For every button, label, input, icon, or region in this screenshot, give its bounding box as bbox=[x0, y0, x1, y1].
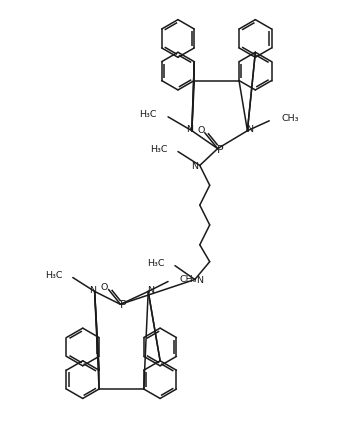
Text: N: N bbox=[196, 276, 203, 285]
Text: H₃C: H₃C bbox=[151, 145, 168, 154]
Text: P: P bbox=[120, 301, 127, 310]
Text: CH₃: CH₃ bbox=[281, 114, 299, 123]
Text: N: N bbox=[147, 286, 154, 295]
Text: H₃C: H₃C bbox=[147, 259, 165, 268]
Text: O: O bbox=[101, 283, 108, 292]
Text: N: N bbox=[186, 125, 193, 134]
Text: H₃C: H₃C bbox=[45, 271, 63, 280]
Text: N: N bbox=[246, 125, 253, 134]
Text: P: P bbox=[217, 145, 224, 154]
Text: N: N bbox=[89, 286, 96, 295]
Text: O: O bbox=[197, 126, 204, 135]
Text: CH₃: CH₃ bbox=[180, 275, 197, 284]
Text: H₃C: H₃C bbox=[139, 110, 156, 119]
Text: N: N bbox=[191, 162, 198, 171]
